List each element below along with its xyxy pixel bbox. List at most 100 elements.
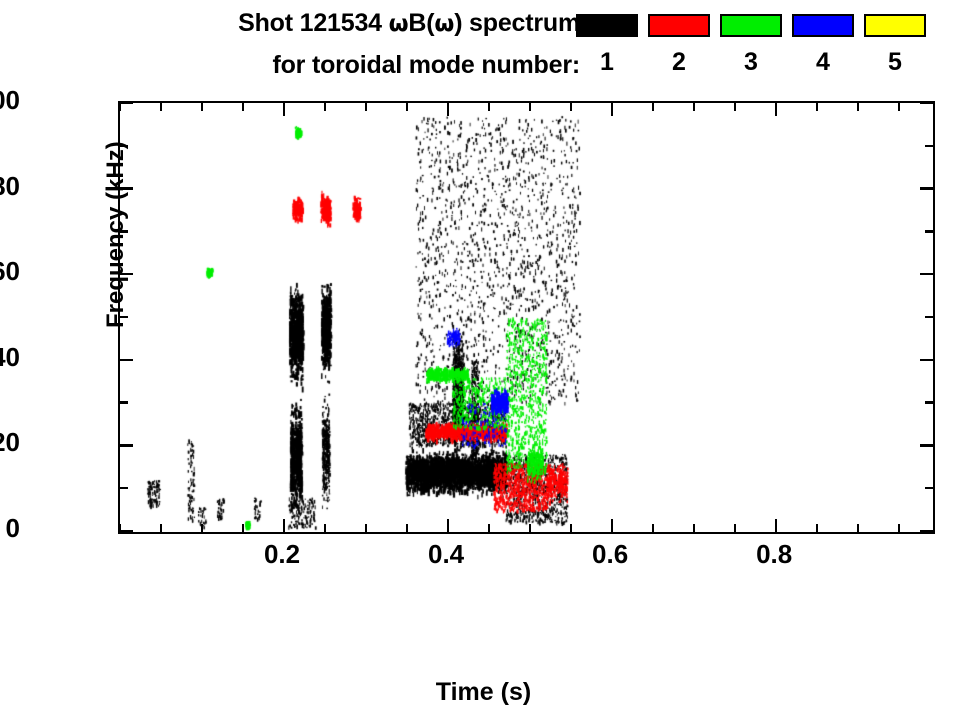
title-spectrum-text: ) spectrum: [454, 9, 580, 37]
y-axis-label-20: 20: [0, 427, 20, 458]
y-tick-major-20: [120, 444, 133, 447]
legend-swatch-1: [576, 14, 638, 37]
omega-symbol-1: ω: [388, 11, 409, 37]
x-tick-top-minor-0.35: [405, 103, 409, 111]
y-tick-minor-30: [120, 401, 128, 404]
spectrogram-canvas: [120, 103, 932, 531]
omega-symbol-2: ω: [434, 11, 455, 37]
legend-label-2: 2: [672, 48, 686, 76]
x-axis-title: Time (s): [435, 678, 532, 706]
x-axis-label-0.8: 0.8: [756, 539, 793, 569]
legend-label-4: 4: [816, 48, 830, 76]
legend-item-1[interactable]: 1: [576, 14, 638, 75]
x-tick-top-major-0.8: [774, 103, 778, 116]
x-tick-major-0.6: [610, 519, 614, 532]
legend-swatch-2: [648, 14, 710, 37]
x-tick-top-minor-0.75: [733, 103, 737, 111]
x-tick-minor-0.1: [200, 524, 204, 532]
title-b-text: B(: [408, 9, 435, 37]
y-axis-label-0: 0: [5, 513, 20, 543]
x-tick-minor-0.25: [323, 524, 327, 532]
x-tick-top-minor-0.55: [569, 103, 573, 111]
y-tick-right-major-100: [920, 101, 933, 105]
x-tick-minor-0.5: [528, 524, 532, 532]
figure-root: Shot 121534 ωB(ω) spectrum for toroidal …: [0, 8, 956, 706]
x-tick-top-major-0.2: [282, 103, 286, 116]
title-shot-text: Shot 121534: [238, 9, 389, 37]
x-tick-top-minor-0.05: [159, 103, 163, 111]
legend: 1 2 3 4 5: [576, 14, 956, 84]
legend-label-5: 5: [888, 48, 902, 76]
y-tick-minor-50: [120, 315, 128, 319]
x-tick-minor-0: [118, 524, 122, 532]
x-tick-major-0.8: [774, 519, 778, 532]
y-axis-label-100: 100: [0, 85, 20, 115]
y-tick-right-minor-90: [925, 144, 933, 148]
y-tick-right-minor-10: [925, 486, 933, 490]
x-tick-minor-0.05: [159, 524, 163, 532]
x-tick-minor-0.65: [651, 524, 655, 532]
y-axis-label-40: 40: [0, 341, 20, 372]
x-tick-top-minor-0.7: [692, 103, 696, 111]
spectrogram-canvas-wrapper: [120, 103, 933, 532]
x-tick-minor-0.35: [405, 524, 409, 532]
x-tick-top-minor-0.9: [856, 103, 860, 111]
legend-item-2[interactable]: 2: [648, 14, 710, 75]
x-tick-top-minor-0.3: [364, 103, 368, 111]
x-tick-top-minor-0.45: [487, 103, 491, 111]
x-tick-minor-0.45: [487, 524, 491, 532]
legend-item-5[interactable]: 5: [864, 14, 926, 75]
legend-item-3[interactable]: 3: [720, 14, 782, 75]
x-tick-minor-0.55: [569, 524, 573, 532]
x-tick-top-minor-0.25: [323, 103, 327, 111]
y-axis-title: Frequency (kHz): [102, 141, 129, 328]
y-tick-right-minor-70: [925, 230, 933, 233]
legend-label-1: 1: [600, 48, 614, 76]
legend-swatch-3: [720, 14, 782, 37]
y-tick-major-80: [120, 187, 133, 190]
y-tick-right-major-80: [920, 187, 933, 190]
plot-area: Frequency (kHz) Time (s): [102, 101, 935, 706]
x-tick-top-major-0.4: [446, 103, 450, 116]
y-axis-label-80: 80: [0, 170, 20, 201]
x-axis-label-0.6: 0.6: [592, 539, 629, 569]
y-tick-right-major-60: [920, 272, 933, 276]
x-tick-minor-0.7: [692, 524, 696, 532]
x-axis-label-0.4: 0.4: [428, 539, 465, 569]
x-axis-label-0.2: 0.2: [263, 539, 301, 569]
figure-title-line-2: for toroidal mode number:: [272, 51, 580, 79]
x-tick-minor-0.95: [897, 524, 901, 532]
x-tick-top-minor-0: [118, 103, 122, 111]
x-tick-minor-0.15: [241, 524, 245, 532]
x-tick-top-minor-0.1: [200, 103, 204, 111]
legend-swatch-4: [792, 14, 854, 37]
x-tick-top-minor-0.5: [528, 103, 532, 111]
x-tick-top-minor-0.85: [815, 103, 819, 111]
y-tick-right-minor-30: [925, 401, 933, 404]
legend-item-4[interactable]: 4: [792, 14, 854, 75]
x-tick-minor-0.3: [364, 524, 368, 532]
y-tick-minor-70: [120, 230, 128, 233]
x-tick-top-minor-0.65: [651, 103, 655, 111]
x-tick-top-minor-0.15: [241, 103, 245, 111]
x-tick-top-minor-0.95: [897, 103, 901, 111]
x-tick-major-0.2: [282, 519, 286, 532]
y-tick-right-major-20: [920, 444, 933, 447]
legend-label-3: 3: [744, 48, 758, 76]
y-tick-major-40: [120, 358, 133, 362]
y-tick-right-minor-50: [925, 315, 933, 319]
x-tick-minor-0.9: [856, 524, 860, 532]
legend-swatch-5: [864, 14, 926, 37]
y-tick-major-0: [120, 529, 133, 533]
y-tick-major-100: [120, 101, 133, 105]
figure-title-line-1: Shot 121534 ωB(ω) spectrum: [110, 8, 580, 38]
x-tick-minor-0.85: [815, 524, 819, 532]
y-tick-right-major-40: [920, 358, 933, 362]
x-tick-minor-0.75: [733, 524, 737, 532]
y-tick-major-60: [120, 272, 133, 276]
x-tick-top-major-0.6: [610, 103, 614, 116]
y-tick-right-major-0: [920, 529, 933, 533]
y-axis-label-60: 60: [0, 256, 20, 287]
y-tick-minor-10: [120, 486, 128, 490]
y-tick-minor-90: [120, 144, 128, 148]
